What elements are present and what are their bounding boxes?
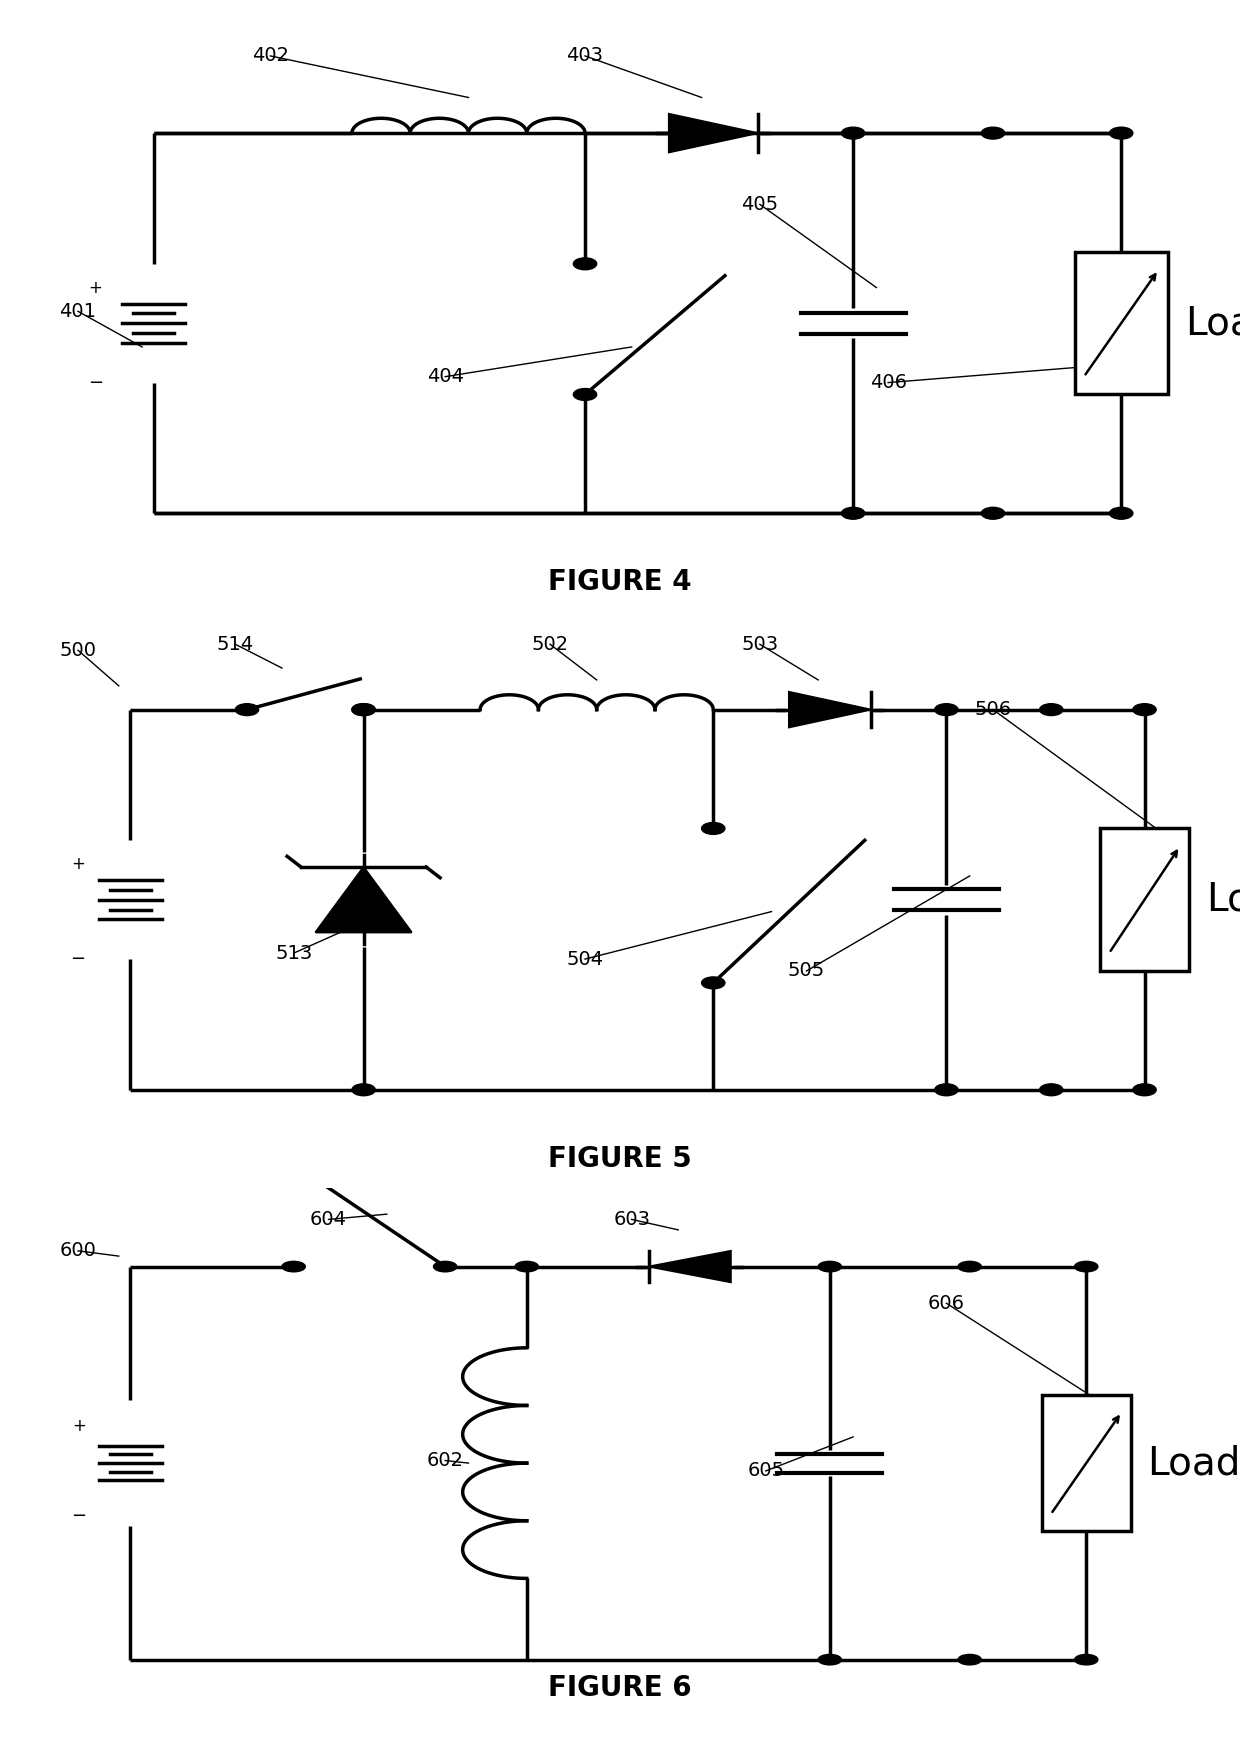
Circle shape [515,1261,538,1272]
Circle shape [352,704,376,716]
Circle shape [281,1261,305,1272]
Text: +: + [71,854,84,874]
Circle shape [1110,507,1133,519]
Polygon shape [668,114,758,152]
Text: 406: 406 [869,374,906,391]
Circle shape [1075,1261,1097,1272]
Text: 513: 513 [275,943,312,963]
Text: 403: 403 [567,47,604,65]
Text: −: − [88,374,103,391]
Text: 606: 606 [928,1295,965,1312]
Text: 502: 502 [532,634,569,653]
Circle shape [935,1083,959,1095]
Text: +: + [72,1417,86,1436]
Text: FIGURE 5: FIGURE 5 [548,1144,692,1172]
Text: −: − [71,950,86,968]
Text: 401: 401 [60,302,97,321]
Bar [1100,828,1189,971]
Circle shape [842,128,864,140]
Text: 500: 500 [60,641,97,660]
Text: 600: 600 [60,1242,97,1260]
Text: 405: 405 [742,196,779,213]
Text: FIGURE 4: FIGURE 4 [548,568,692,596]
Circle shape [1133,1083,1156,1095]
Bar [1042,1394,1131,1530]
Text: 504: 504 [567,950,604,968]
Circle shape [352,1083,376,1095]
Polygon shape [315,867,412,933]
Circle shape [981,128,1004,140]
Circle shape [818,1261,842,1272]
Text: 506: 506 [975,701,1012,720]
Circle shape [702,823,725,835]
Circle shape [573,259,596,269]
Polygon shape [650,1251,730,1282]
Text: 503: 503 [742,634,779,653]
Circle shape [352,704,376,716]
Circle shape [1039,704,1063,716]
Circle shape [1133,704,1156,716]
Text: 404: 404 [427,367,464,386]
Circle shape [236,704,259,716]
Text: FIGURE 6: FIGURE 6 [548,1674,692,1702]
Circle shape [1075,1654,1097,1665]
Circle shape [959,1261,981,1272]
Polygon shape [789,692,870,727]
Text: 514: 514 [217,634,254,653]
Text: −: − [72,1506,87,1525]
Bar [1075,252,1168,395]
Circle shape [573,388,596,400]
Circle shape [1110,128,1133,140]
Text: Load: Load [1147,1445,1240,1481]
Text: +: + [88,278,103,297]
Circle shape [981,507,1004,519]
Circle shape [935,704,959,716]
Circle shape [959,1654,981,1665]
Text: 505: 505 [787,961,825,980]
Circle shape [702,977,725,989]
Text: Load: Load [1185,304,1240,342]
Circle shape [842,507,864,519]
Text: 602: 602 [427,1452,464,1469]
Circle shape [434,1261,456,1272]
Circle shape [1039,1083,1063,1095]
Text: Load: Load [1207,880,1240,919]
Text: 605: 605 [748,1462,784,1480]
Circle shape [818,1654,842,1665]
Text: 604: 604 [310,1211,347,1228]
Text: 402: 402 [252,47,289,65]
Text: 603: 603 [613,1211,650,1228]
